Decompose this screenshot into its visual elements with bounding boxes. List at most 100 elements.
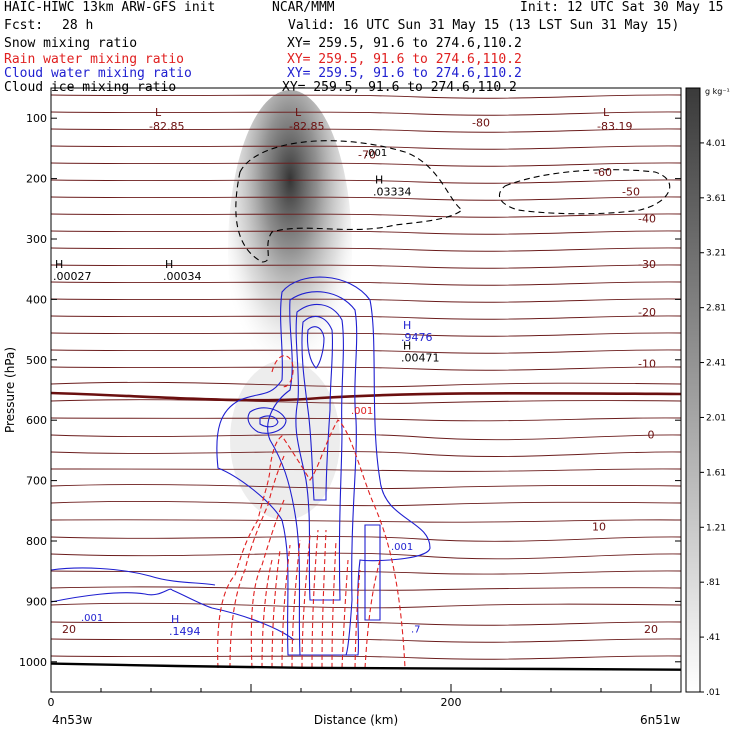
isotherm-line bbox=[51, 602, 681, 609]
cloud-ice-contour-upper bbox=[235, 140, 463, 263]
isotherm-line bbox=[51, 621, 681, 626]
isotherm-line bbox=[51, 468, 681, 472]
isotherm-line bbox=[51, 196, 681, 201]
contour-value-label: .7 bbox=[411, 625, 421, 636]
contour-annotations: -80-70-60-50-40-30-20-100102020L-82.85L-… bbox=[53, 106, 658, 638]
field-xy-rain: XY= 259.5, 91.6 to 274.6,110.2 bbox=[287, 52, 522, 67]
colorbar-tick-label: .01 bbox=[706, 688, 720, 698]
y-tick-label: 500 bbox=[26, 354, 47, 367]
high-value-label: .1494 bbox=[169, 625, 201, 638]
isotherm-label: -30 bbox=[638, 258, 656, 271]
low-value-label: -82.85 bbox=[149, 120, 184, 133]
forecast-label: Fcst: bbox=[4, 18, 44, 33]
high-marker: H bbox=[171, 613, 179, 626]
isotherm-label: -50 bbox=[622, 185, 640, 198]
x-tick-label: 200 bbox=[441, 696, 462, 709]
isotherm-line bbox=[51, 128, 681, 133]
field-label-cloud-water: Cloud water mixing ratio bbox=[4, 66, 192, 81]
colorbar-unit: g kg⁻¹ bbox=[705, 87, 730, 96]
high-marker: H bbox=[403, 340, 411, 353]
isotherm-line bbox=[51, 247, 681, 252]
high-value-label: .00034 bbox=[163, 270, 202, 283]
model-title: HAIC-HIWC 13km ARW-GFS init bbox=[4, 0, 216, 15]
colorbar-ramp bbox=[685, 87, 701, 693]
isotherm-line bbox=[51, 501, 681, 507]
x-axis-label: Distance (km) bbox=[314, 713, 398, 727]
isotherm-line bbox=[51, 366, 681, 371]
y-axis-label: Pressure (hPa) bbox=[3, 347, 17, 433]
x-tick-label: 0 bbox=[48, 696, 55, 709]
colorbar-tick-label: .41 bbox=[706, 633, 720, 643]
contour-value-label: .001 bbox=[81, 613, 103, 624]
isotherm-label: 20 bbox=[62, 623, 76, 636]
isotherm-label: -70 bbox=[358, 148, 376, 161]
isotherm-line bbox=[51, 349, 681, 354]
high-marker: H bbox=[165, 258, 173, 271]
colorbar-tick-label: 1.61 bbox=[706, 468, 726, 478]
field-label-rain: Rain water mixing ratio bbox=[4, 52, 185, 67]
high-marker: H bbox=[403, 319, 411, 332]
isotherm-label: -40 bbox=[638, 212, 656, 225]
valid-time: Valid: 16 UTC Sun 31 May 15 (13 LST Sun … bbox=[288, 18, 680, 33]
isotherm-line bbox=[51, 230, 681, 235]
field-xy-cloud-water: XY= 259.5, 91.6 to 274.6,110.2 bbox=[287, 66, 522, 81]
isotherm-line bbox=[51, 536, 681, 542]
colorbar-tick-label: 2.81 bbox=[706, 304, 726, 314]
isotherm-line bbox=[51, 450, 681, 457]
high-marker: H bbox=[55, 258, 63, 271]
isotherm-line bbox=[51, 111, 681, 116]
x-start-location: 4n53w bbox=[52, 713, 93, 727]
cloud-ice-contour-right bbox=[498, 169, 671, 215]
y-tick-label: 700 bbox=[26, 475, 47, 488]
isotherm-line bbox=[51, 145, 681, 150]
colorbar-tick-label: 1.21 bbox=[706, 523, 726, 533]
low-marker: L bbox=[295, 106, 302, 119]
contour-value-label: .001 bbox=[365, 148, 387, 159]
y-tick-label: 1000 bbox=[19, 656, 47, 669]
y-tick-label: 400 bbox=[26, 293, 47, 306]
colorbar: 4.01 3.61 3.21 2.81 2.41 2.01 1.61 1.21 .81 .41 .0… bbox=[685, 87, 730, 698]
ground-surface-line bbox=[51, 662, 681, 671]
isotherm-label: -20 bbox=[638, 306, 656, 319]
x-end-location: 6n51w bbox=[640, 713, 681, 727]
isotherm-line bbox=[51, 433, 681, 441]
isotherm-line bbox=[51, 570, 681, 575]
isotherm-line bbox=[51, 417, 681, 422]
isotherm-line bbox=[51, 179, 681, 184]
forecast-hour: 28 h bbox=[62, 18, 94, 33]
y-tick-label: 100 bbox=[26, 112, 47, 125]
isotherm-line bbox=[51, 519, 681, 523]
isotherm-line bbox=[51, 332, 681, 337]
isotherm-label: 10 bbox=[592, 521, 606, 534]
x-axis: 0 200 bbox=[48, 684, 652, 709]
colorbar-tick-label: 4.01 bbox=[706, 139, 726, 149]
isotherm-line bbox=[51, 213, 681, 218]
contour-value-label: .001 bbox=[391, 542, 413, 553]
isotherm-line bbox=[51, 381, 681, 388]
init-time: Init: 12 UTC Sat 30 May 15 bbox=[520, 0, 724, 15]
low-marker: L bbox=[155, 106, 162, 119]
y-tick-label: 900 bbox=[26, 595, 47, 608]
isotherm-label: 20 bbox=[644, 623, 658, 636]
y-tick-label: 800 bbox=[26, 535, 47, 548]
high-value-label: .00027 bbox=[53, 270, 92, 283]
field-xy-snow: XY= 259.5, 91.6 to 274.6,110.2 bbox=[287, 36, 522, 51]
center-org: NCAR/MMM bbox=[272, 0, 335, 15]
plot-frame bbox=[50, 87, 682, 693]
cloud-water-contours bbox=[51, 276, 431, 656]
isotherm-line bbox=[51, 281, 681, 286]
low-marker: L bbox=[603, 106, 610, 119]
y-tick-label: 200 bbox=[26, 173, 47, 186]
isotherm-label: 0 bbox=[648, 429, 655, 442]
high-value-label: .9476 bbox=[401, 331, 433, 344]
isotherm-line bbox=[51, 264, 681, 269]
isotherm-line bbox=[51, 586, 681, 591]
isotherm-line bbox=[51, 162, 681, 167]
high-value-label: .03334 bbox=[373, 185, 412, 198]
isotherm-lines bbox=[51, 94, 681, 660]
isotherm-label: -60 bbox=[594, 166, 612, 179]
isotherm-line bbox=[51, 655, 681, 660]
colorbar-tick-label: .81 bbox=[706, 578, 720, 588]
